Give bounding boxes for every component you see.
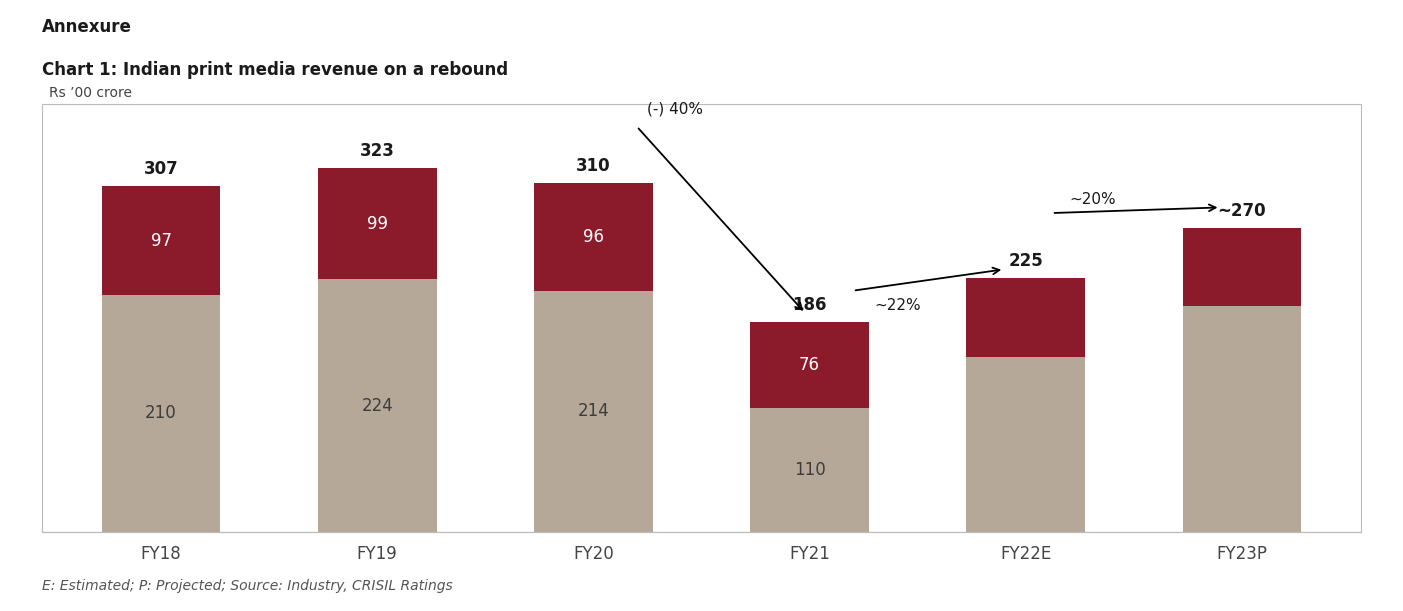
Text: Chart 1: Indian print media revenue on a rebound: Chart 1: Indian print media revenue on a…	[42, 61, 508, 79]
Bar	[42, 104, 1361, 532]
Text: 307: 307	[143, 160, 178, 178]
Text: (-) 40%: (-) 40%	[647, 102, 703, 117]
Text: ~20%: ~20%	[1069, 192, 1115, 207]
Text: 224: 224	[362, 397, 393, 414]
Bar	[751, 322, 868, 408]
Text: 225: 225	[1009, 252, 1044, 271]
Text: 99: 99	[366, 214, 387, 233]
Bar	[535, 183, 652, 291]
Text: E: Estimated; P: Projected; Source: Industry, CRISIL Ratings: E: Estimated; P: Projected; Source: Indu…	[42, 579, 453, 593]
Bar	[751, 408, 868, 532]
Text: Rs ’00 crore: Rs ’00 crore	[49, 86, 132, 100]
Bar	[1183, 228, 1302, 307]
Bar	[317, 279, 436, 532]
Bar	[1183, 307, 1302, 532]
Text: 323: 323	[359, 142, 394, 160]
Text: 76: 76	[800, 356, 821, 374]
Text: 214: 214	[578, 402, 609, 420]
Text: 97: 97	[150, 232, 171, 250]
Text: 210: 210	[145, 404, 177, 422]
Bar	[101, 186, 220, 295]
Text: 96: 96	[582, 228, 603, 246]
Text: 186: 186	[793, 296, 826, 314]
Text: Annexure: Annexure	[42, 18, 132, 36]
Text: ~22%: ~22%	[874, 298, 922, 313]
Bar	[535, 291, 652, 532]
Bar	[317, 168, 436, 279]
Text: 310: 310	[577, 157, 610, 175]
Text: ~270: ~270	[1218, 202, 1267, 220]
Bar	[101, 295, 220, 532]
Bar	[967, 279, 1086, 357]
Text: 110: 110	[794, 461, 825, 478]
Bar	[967, 357, 1086, 532]
